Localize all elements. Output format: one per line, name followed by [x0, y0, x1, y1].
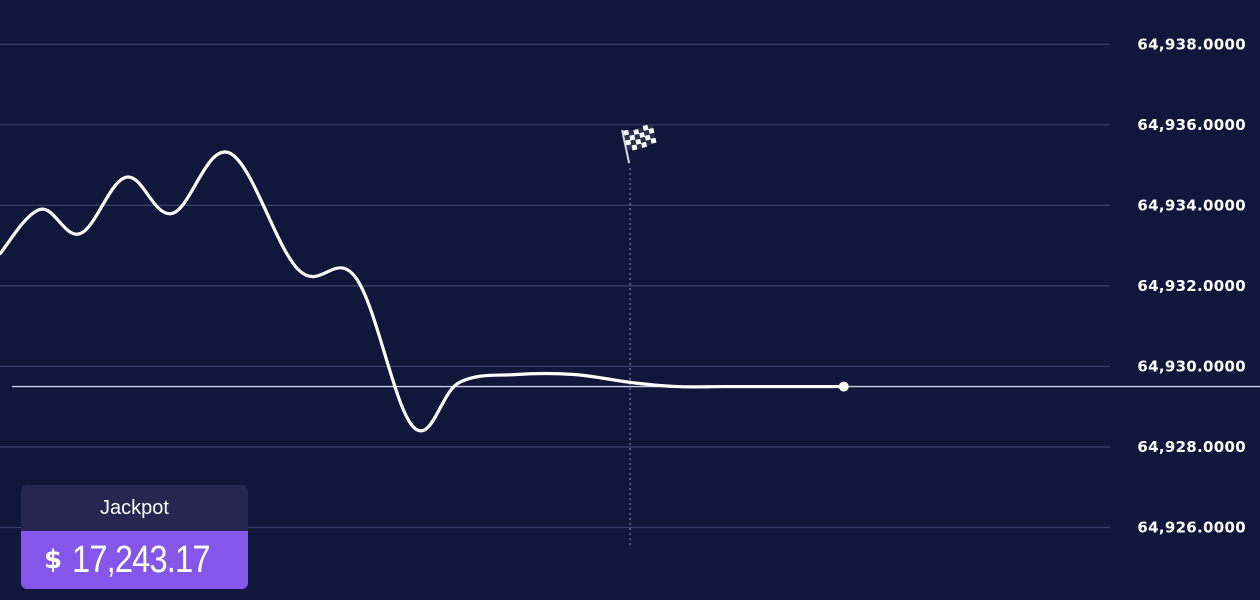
round-marker [621, 123, 657, 545]
jackpot-title: Jackpot [21, 485, 248, 531]
jackpot-currency: $ [44, 545, 63, 575]
jackpot-panel: Jackpot $ 17,243.17 [21, 485, 248, 589]
y-tick-label: 64,926.0000 [1137, 519, 1246, 537]
series-line [0, 150, 846, 433]
grid-layer [0, 43, 1110, 529]
y-axis-ticks: 64,938.0000 64,936.0000 64,934.0000 64,932.… [1137, 35, 1246, 537]
y-tick-label: 64,936.0000 [1137, 116, 1246, 134]
checkered-flag-icon [621, 123, 657, 164]
y-tick-label: 64,934.0000 [1137, 196, 1246, 214]
current-value-dot [838, 381, 849, 392]
jackpot-value: $ 17,243.17 [21, 531, 248, 589]
y-tick-label: 64,928.0000 [1137, 438, 1246, 456]
y-tick-label: 64,932.0000 [1137, 277, 1246, 295]
y-tick-label: 64,938.0000 [1137, 35, 1246, 53]
y-tick-label: 64,930.0000 [1137, 357, 1246, 375]
jackpot-amount: 17,243.17 [72, 538, 211, 581]
